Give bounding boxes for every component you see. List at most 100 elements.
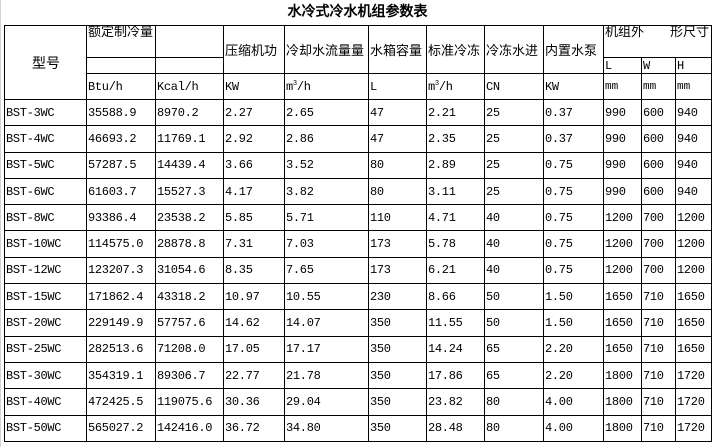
value-cell: 171862.4: [86, 283, 156, 311]
value-cell: 2.27: [223, 98, 285, 127]
value-cell: 123207.3: [86, 256, 156, 285]
unit-flow-h: /h: [296, 79, 311, 94]
value-cell: 34.80: [284, 414, 369, 442]
value-cell: 282513.6: [86, 335, 156, 363]
value-cell: 40: [484, 256, 544, 285]
header-row: 型号 额定制冷量 压缩机功 冷却水流量量 水箱容量 标准冷冻 冷冻水进 内置水泵…: [4, 25, 712, 100]
model-cell: BST-25WC: [4, 335, 87, 363]
value-cell: 57757.6: [155, 309, 224, 337]
value-cell: 350: [368, 309, 427, 337]
header-chilled-water-inlet: 冷冻水进: [484, 25, 544, 74]
unit-cn: CN: [484, 73, 544, 100]
table-row: BST-12WC 123207.3 31054.6 8.35 7.65 173 6.21 40…: [4, 256, 712, 285]
value-cell: 940: [675, 125, 712, 153]
table-row: BST-50WC 565027.2 142416.0 36.72 34.80 350 28.…: [4, 414, 712, 442]
value-cell: 1720: [675, 361, 712, 390]
value-cell: 8.35: [223, 256, 285, 285]
value-cell: 10.55: [284, 283, 369, 311]
value-cell: 2.92: [223, 125, 285, 153]
model-cell: BST-15WC: [4, 283, 87, 311]
value-cell: 14439.4: [155, 151, 224, 179]
value-cell: 4.00: [543, 388, 604, 416]
unit-btu: Btu/h: [86, 73, 156, 100]
value-cell: 8970.2: [155, 98, 224, 127]
value-cell: 990: [603, 125, 642, 153]
header-dim-w: W: [641, 57, 676, 74]
unit-std-h: /h: [438, 79, 453, 94]
value-cell: 990: [603, 98, 642, 127]
value-cell: 710: [641, 309, 676, 337]
value-cell: 2.35: [426, 125, 485, 153]
model-cell: BST-50WC: [4, 414, 87, 442]
value-cell: 1200: [603, 256, 642, 285]
value-cell: 1650: [603, 335, 642, 363]
table-row: BST-30WC 354319.1 89306.7 22.77 21.78 350 17.8…: [4, 361, 712, 390]
value-cell: 2.89: [426, 151, 485, 179]
value-cell: 2.20: [543, 335, 604, 363]
value-cell: 1650: [675, 309, 712, 337]
header-dim-l: L: [603, 57, 642, 74]
value-cell: 565027.2: [86, 414, 156, 442]
value-cell: 50: [484, 309, 544, 337]
value-cell: 2.65: [284, 98, 369, 127]
value-cell: 80: [368, 177, 427, 206]
value-cell: 11.55: [426, 309, 485, 337]
value-cell: 940: [675, 151, 712, 179]
value-cell: 710: [641, 414, 676, 442]
value-cell: 354319.1: [86, 361, 156, 390]
table-row: BST-6WC 61603.7 15527.3 4.17 3.82 80 3.11 25 0.7…: [4, 177, 712, 206]
unit-flow: m3/h: [284, 73, 369, 100]
value-cell: 7.65: [284, 256, 369, 285]
model-cell: BST-12WC: [4, 256, 87, 285]
value-cell: 990: [603, 151, 642, 179]
unit-mm-l: mm: [603, 73, 642, 100]
value-cell: 10.97: [223, 283, 285, 311]
value-cell: 25: [484, 151, 544, 179]
unit-liter: L: [368, 73, 427, 100]
value-cell: 89306.7: [155, 361, 224, 390]
unit-std-m: m: [428, 79, 435, 94]
units-row: Btu/h Kcal/h KW m3/h L m3/h CN KW mm mm …: [5, 73, 712, 100]
header-dim-h: H: [675, 57, 712, 74]
unit-kw: KW: [223, 73, 285, 100]
value-cell: 700: [641, 230, 676, 258]
value-cell: 71208.0: [155, 335, 224, 363]
unit-kcal: Kcal/h: [155, 73, 224, 100]
unit-flow-sup: 3: [292, 79, 297, 88]
unit-std-sup: 3: [434, 79, 439, 88]
value-cell: 1200: [675, 230, 712, 258]
value-cell: 1.50: [543, 309, 604, 337]
value-cell: 1800: [603, 388, 642, 416]
unit-pump-kw: KW: [543, 73, 604, 100]
table-title: 水冷式冷水机组参数表: [287, 4, 428, 20]
value-cell: 2.20: [543, 361, 604, 390]
value-cell: 4.00: [543, 414, 604, 442]
value-cell: 6.21: [426, 256, 485, 285]
value-cell: 1650: [603, 309, 642, 337]
model-cell: BST-20WC: [4, 309, 87, 337]
value-cell: 940: [675, 177, 712, 206]
value-cell: 142416.0: [155, 414, 224, 442]
value-cell: 1650: [675, 335, 712, 363]
value-cell: 17.17: [284, 335, 369, 363]
model-cell: BST-4WC: [4, 125, 87, 153]
unit-mm-w: mm: [641, 73, 676, 100]
value-cell: 40: [484, 230, 544, 258]
model-cell: BST-8WC: [4, 204, 87, 232]
value-cell: 57287.5: [86, 151, 156, 179]
value-cell: 700: [641, 256, 676, 285]
value-cell: 173: [368, 256, 427, 285]
value-cell: 80: [484, 388, 544, 416]
value-cell: 1650: [675, 283, 712, 311]
model-cell: BST-40WC: [4, 388, 87, 416]
value-cell: 7.03: [284, 230, 369, 258]
header-empty: [155, 57, 224, 74]
header-dimensions: 机组外 形尺寸: [603, 25, 712, 58]
value-cell: 350: [368, 388, 427, 416]
value-cell: 47: [368, 98, 427, 127]
value-cell: 14.07: [284, 309, 369, 337]
table-row: BST-20WC 229149.9 57757.6 14.62 14.07 350 11.5…: [4, 309, 712, 337]
value-cell: 1800: [603, 414, 642, 442]
value-cell: 119075.6: [155, 388, 224, 416]
value-cell: 80: [484, 414, 544, 442]
